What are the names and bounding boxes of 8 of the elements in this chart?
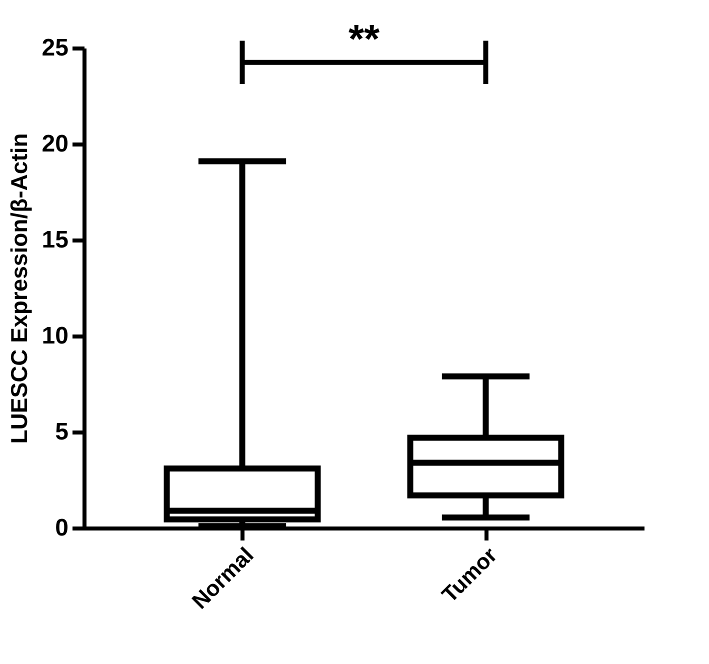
y-tick-label: 25 [42, 34, 68, 62]
y-tick-label: 15 [42, 226, 68, 254]
y-axis-title: LUESCC Expression/β-Actin [6, 133, 32, 444]
y-tick-label: 10 [42, 322, 68, 350]
y-tick-label: 5 [55, 418, 68, 446]
y-tick-label: 20 [42, 130, 68, 158]
y-tick-label: 0 [55, 514, 68, 542]
annotation: ** [348, 17, 380, 62]
